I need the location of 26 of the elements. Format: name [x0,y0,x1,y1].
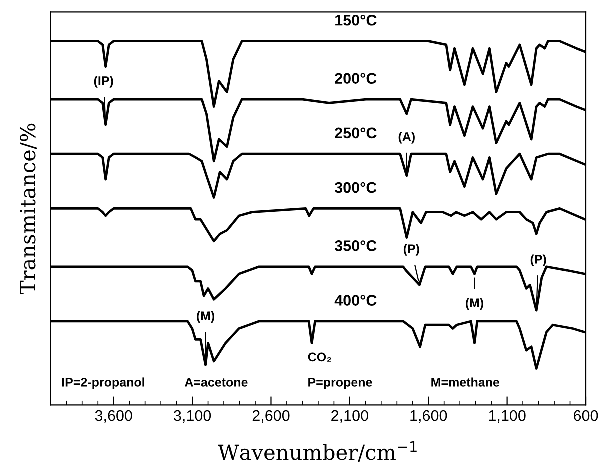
series-label: 150°C [336,14,377,26]
series-label: 250°C [335,128,377,139]
x-tick-label: 2,600 [252,410,290,424]
annotation: IP=2-propanol [62,378,144,390]
series-label: 300°C [334,182,377,194]
annotation: (P) [530,254,546,266]
series-label: 400°C [334,295,377,306]
x-axis-title: Wavenumber/cm$^{−1}$ [218,441,417,462]
x-tick-label: 1,600 [410,410,448,424]
annotation: (P) [404,244,420,256]
x-tick-label: 3,600 [95,410,132,424]
annotation: (M) [466,298,484,310]
annotation: M=methane [432,378,500,387]
annotation: (M) [197,311,215,323]
series-label: 350°C [334,240,377,252]
annotation: (IP) [94,76,114,88]
x-tick-label: 600 [574,410,598,422]
x-tick-label: 2,100 [332,410,368,424]
x-tick-label: 3,100 [174,410,212,424]
annotation: P=propene [308,378,372,390]
annotation: CO₂ [308,352,332,362]
x-tick-label: 1,100 [489,410,526,424]
series-label: 200°C [335,73,377,84]
y-axis-title: Transmitance/% [20,124,38,294]
annotation: A=acetone [184,378,248,387]
annotation: (A) [398,132,415,144]
